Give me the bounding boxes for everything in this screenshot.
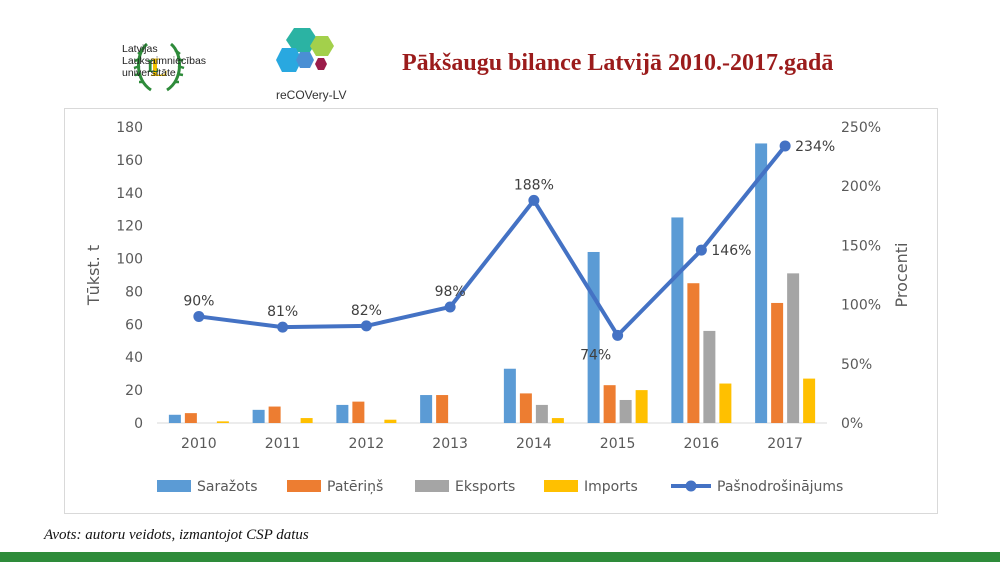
recovery-lv-logo: [276, 28, 334, 72]
legend-label: Eksports: [455, 479, 515, 495]
line-marker: [528, 194, 540, 206]
university-name: Latvijas Lauksaimniecības universitāte: [122, 43, 207, 79]
bar-imports: [551, 418, 564, 423]
data-label: 82%: [351, 303, 382, 319]
legend-marker: [685, 480, 697, 492]
svg-text:L: L: [150, 53, 167, 82]
university-logo: L L: [133, 42, 185, 92]
bar-saražots: [168, 414, 181, 423]
y-tick-label: 40: [125, 350, 143, 366]
line-marker: [277, 321, 289, 333]
bar-saražots: [671, 217, 684, 423]
bar-saražots: [503, 368, 516, 423]
bar-patēriņš: [519, 393, 532, 423]
bar-imports: [635, 390, 648, 423]
data-label: 81%: [267, 304, 298, 320]
y-tick-label: 60: [125, 317, 143, 333]
bar-patēriņš: [771, 302, 784, 423]
bar-patēriņš: [268, 406, 281, 423]
footer-bar: [0, 552, 1000, 562]
x-tick-label: 2015: [600, 436, 636, 452]
svg-text:L: L: [147, 56, 159, 76]
bar-patēriņš: [603, 385, 616, 423]
data-label: 234%: [795, 139, 835, 155]
legend-label: Imports: [584, 479, 638, 495]
y2-tick-label: 200%: [841, 179, 881, 195]
x-tick-label: 2017: [767, 436, 803, 452]
bar-imports: [803, 378, 816, 423]
bar-eksports: [787, 273, 800, 423]
source-note: Avots: autoru veidots, izmantojot CSP da…: [44, 527, 309, 543]
data-label: 188%: [514, 177, 554, 193]
line-marker: [612, 329, 624, 341]
y-tick-label: 160: [116, 153, 143, 169]
legend-swatch-eksports: [415, 480, 449, 492]
y-tick-label: 0: [134, 416, 143, 432]
legend-swatch-saražots: [157, 480, 191, 492]
bar-imports: [384, 419, 397, 423]
x-tick-label: 2010: [181, 436, 217, 452]
combo-chart: 0 20 40 60 80 100 120 140 160 180 0% 50% 100% 150% 200…: [84, 120, 911, 495]
data-label: 98%: [435, 284, 466, 300]
line-marker: [444, 301, 456, 313]
y-axis-title: Tūkst. t: [84, 245, 103, 306]
y2-tick-label: 150%: [841, 238, 881, 254]
legend-swatch-imports: [544, 480, 578, 492]
y-tick-label: 140: [116, 186, 143, 202]
y2-tick-label: 0%: [841, 416, 863, 432]
bar-patēriņš: [687, 283, 700, 423]
bar-saražots: [336, 404, 349, 423]
bar-patēriņš: [184, 413, 197, 423]
legend-swatch-patēriņš: [287, 480, 321, 492]
bar-eksports: [535, 404, 548, 423]
chart-container: 0 20 40 60 80 100 120 140 160 180 0% 50% 100% 150% 200…: [64, 108, 938, 514]
line-marker: [779, 140, 791, 152]
legend-label: Pašnodrošinājums: [717, 479, 843, 495]
bar-saražots: [755, 143, 768, 423]
data-label: 146%: [711, 243, 751, 259]
legend-label: Patēriņš: [327, 479, 383, 495]
bar-saražots: [587, 251, 600, 423]
y-tick-label: 20: [125, 383, 143, 399]
legend-label: Saražots: [197, 479, 258, 495]
data-label: 74%: [580, 347, 611, 363]
bar-patēriņš: [436, 395, 449, 423]
bar-saražots: [252, 409, 265, 423]
x-tick-label: 2011: [265, 436, 301, 452]
bar-eksports: [703, 330, 716, 423]
bar-patēriņš: [352, 401, 365, 423]
y-tick-label: 100: [116, 252, 143, 268]
page-title: Pākšaugu bilance Latvijā 2010.-2017.gadā: [402, 50, 834, 76]
bar-saražots: [420, 395, 433, 423]
y2-axis-title: Procenti: [892, 243, 911, 308]
x-tick-label: 2012: [349, 436, 385, 452]
y2-tick-label: 100%: [841, 298, 881, 314]
line-self-sufficiency: [198, 144, 787, 338]
x-tick-label: 2014: [516, 436, 552, 452]
project-name: reCOVery-LV: [276, 88, 347, 102]
x-tick-label: 2016: [684, 436, 720, 452]
bar-imports: [300, 418, 313, 423]
line-marker: [360, 320, 372, 332]
y-tick-label: 180: [116, 120, 143, 136]
bar-eksports: [619, 399, 632, 423]
line-marker: [193, 310, 205, 322]
data-label: 90%: [183, 293, 214, 309]
bar-imports: [216, 421, 229, 423]
bar-imports: [719, 383, 732, 423]
y2-tick-label: 50%: [841, 357, 872, 373]
y-tick-label: 80: [125, 284, 143, 300]
x-tick-label: 2013: [432, 436, 468, 452]
line-marker: [695, 244, 707, 256]
y2-tick-label: 250%: [841, 120, 881, 136]
y-tick-label: 120: [116, 219, 143, 235]
